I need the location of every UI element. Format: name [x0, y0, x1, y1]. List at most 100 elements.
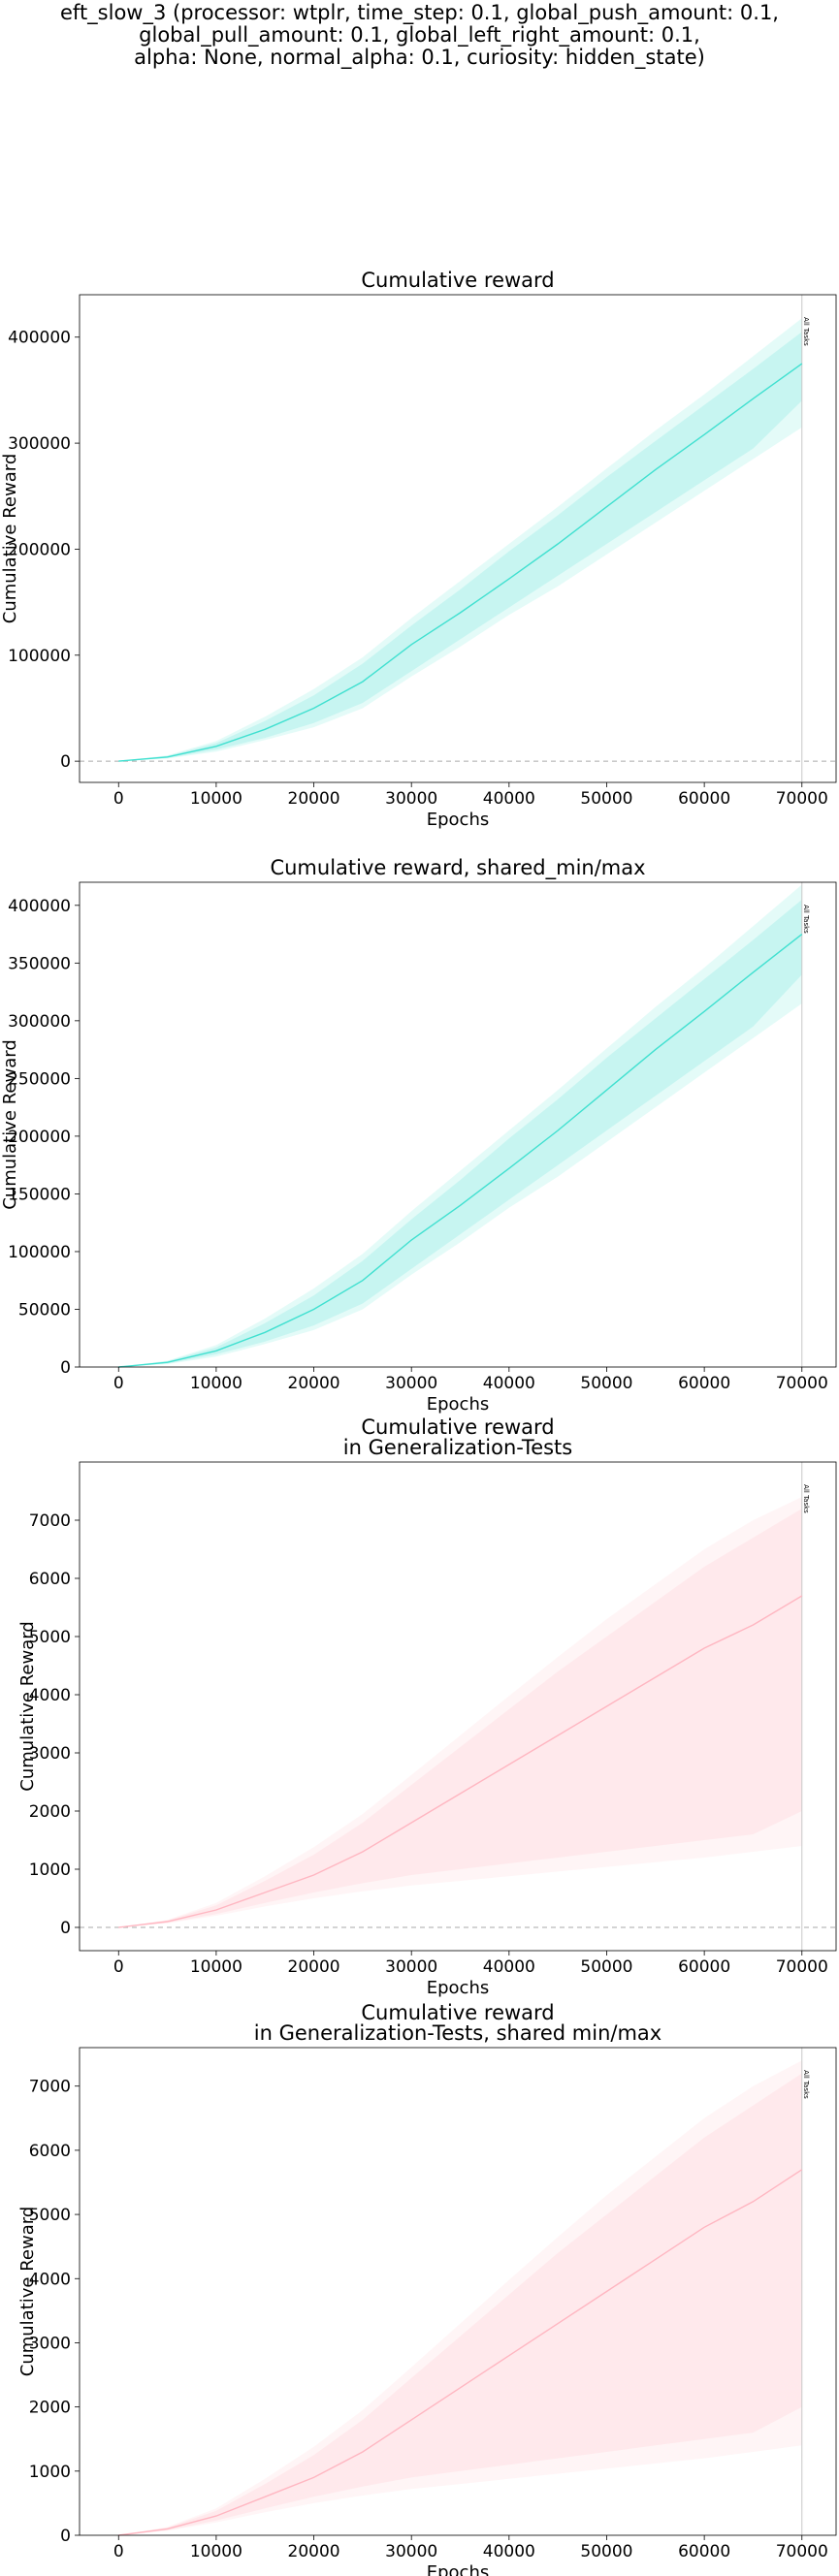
chart-title: Cumulative reward	[361, 269, 554, 292]
x-tick-label: 10000	[190, 2542, 242, 2561]
y-tick-label: 400000	[8, 897, 71, 916]
y-tick-label: 2000	[29, 2399, 71, 2418]
y-tick-label: 7000	[29, 2078, 71, 2097]
plot-frame	[79, 1461, 837, 1952]
x-axis-label: Epochs	[427, 810, 490, 830]
chart-title: Cumulative reward	[361, 1415, 554, 1439]
y-tick-label: 7000	[29, 1511, 71, 1531]
y-tick-label: 200000	[8, 540, 71, 559]
x-tick-label: 30000	[385, 2542, 437, 2561]
y-tick-label: 0	[60, 1919, 71, 1938]
x-tick-label: 40000	[483, 1957, 535, 1977]
mean-line	[118, 363, 803, 762]
all-tasks-label: All Tasks	[802, 317, 810, 346]
y-tick-label: 2000	[29, 1802, 71, 1822]
chart-title: in Generalization-Tests	[343, 1436, 572, 1459]
y-tick-label: 0	[60, 2527, 71, 2546]
y-tick-label: 350000	[8, 954, 71, 973]
x-tick-label: 10000	[190, 1374, 242, 1393]
x-tick-label: 0	[113, 1374, 124, 1393]
y-axis-label: Cumulative Reward	[0, 454, 20, 624]
x-tick-label: 50000	[580, 789, 632, 809]
inner-band	[118, 332, 802, 762]
y-tick-label: 50000	[18, 1300, 71, 1320]
y-tick-label: 150000	[8, 1185, 71, 1204]
plot-frame	[79, 881, 837, 1368]
y-tick-label: 6000	[29, 1570, 71, 1589]
x-tick-label: 70000	[776, 789, 828, 809]
x-tick-label: 20000	[288, 789, 340, 809]
x-tick-label: 70000	[776, 1957, 828, 1977]
mean-line	[118, 1595, 803, 1928]
y-axis-label: Cumulative Reward	[17, 1621, 38, 1792]
y-tick-label: 0	[60, 752, 71, 772]
x-axis-label: Epochs	[427, 2562, 490, 2576]
figure-title: eft_slow_3 (processor: wtplr, time_step:…	[60, 1, 779, 69]
plot-frame	[79, 294, 837, 783]
inner-band	[118, 899, 802, 1367]
y-tick-label: 250000	[8, 1069, 71, 1089]
y-tick-label: 1000	[29, 1860, 71, 1880]
x-tick-label: 0	[113, 2542, 124, 2561]
x-tick-label: 30000	[385, 1957, 437, 1977]
y-axis-label: Cumulative Reward	[17, 2207, 38, 2377]
x-tick-label: 30000	[385, 789, 437, 809]
x-tick-label: 30000	[385, 1374, 437, 1393]
y-axis-label: Cumulative Reward	[0, 1039, 20, 1210]
chart-title: Cumulative reward, shared_min/max	[270, 856, 645, 880]
all-tasks-label: All Tasks	[802, 905, 810, 934]
x-tick-label: 0	[113, 789, 124, 809]
x-tick-label: 40000	[483, 1374, 535, 1393]
y-tick-label: 3000	[29, 1744, 71, 1764]
all-tasks-label: All Tasks	[802, 1484, 810, 1513]
inner-band	[118, 2073, 802, 2535]
all-tasks-label: All Tasks	[802, 2070, 810, 2099]
x-tick-label: 60000	[678, 789, 730, 809]
outer-band	[118, 2060, 802, 2535]
y-tick-label: 3000	[29, 2334, 71, 2353]
outer-band	[118, 318, 802, 762]
y-tick-label: 100000	[8, 1243, 71, 1262]
x-tick-label: 50000	[580, 1957, 632, 1977]
chart-1: All Tasks 0 10000 20000 30000 40000 50000 60000…	[0, 269, 837, 830]
x-tick-label: 0	[113, 1957, 124, 1977]
y-tick-label: 300000	[8, 434, 71, 454]
y-tick-label: 5000	[29, 2206, 71, 2225]
x-tick-label: 10000	[190, 1957, 242, 1977]
x-tick-label: 60000	[678, 2542, 730, 2561]
outer-band	[118, 1497, 802, 1927]
plot-frame	[79, 2047, 837, 2536]
mean-line	[118, 934, 803, 1368]
x-tick-label: 10000	[190, 789, 242, 809]
chart-2: All Tasks 0 10000 20000 30000 40000 50000 60000…	[0, 856, 837, 1415]
y-tick-label: 5000	[29, 1628, 71, 1647]
inner-band	[118, 1509, 802, 1927]
y-tick-label: 6000	[29, 2142, 71, 2161]
x-tick-label: 20000	[288, 1957, 340, 1977]
x-tick-label: 60000	[678, 1374, 730, 1393]
chart-title: in Generalization-Tests, shared min/max	[254, 2021, 662, 2045]
x-tick-label: 20000	[288, 2542, 340, 2561]
x-tick-label: 70000	[776, 2542, 828, 2561]
y-tick-label: 300000	[8, 1012, 71, 1032]
outer-band	[118, 884, 802, 1367]
x-tick-label: 20000	[288, 1374, 340, 1393]
x-axis-label: Epochs	[427, 1394, 490, 1415]
chart-title: Cumulative reward	[361, 2001, 554, 2024]
x-axis-label: Epochs	[427, 1978, 490, 1998]
y-tick-label: 400000	[8, 329, 71, 348]
x-tick-label: 50000	[580, 2542, 632, 2561]
y-tick-label: 4000	[29, 2270, 71, 2289]
x-tick-label: 50000	[580, 1374, 632, 1393]
y-tick-label: 0	[60, 1358, 71, 1378]
y-tick-label: 100000	[8, 647, 71, 666]
y-tick-label: 200000	[8, 1128, 71, 1147]
y-tick-label: 4000	[29, 1686, 71, 1705]
x-tick-label: 40000	[483, 789, 535, 809]
y-tick-label: 1000	[29, 2463, 71, 2482]
mean-line	[118, 2169, 803, 2536]
x-tick-label: 60000	[678, 1957, 730, 1977]
